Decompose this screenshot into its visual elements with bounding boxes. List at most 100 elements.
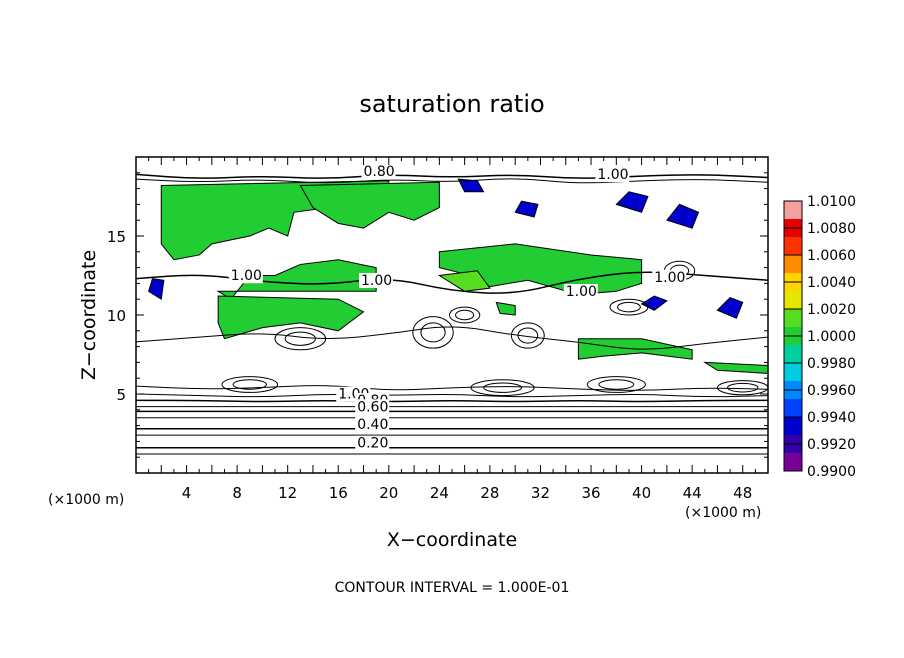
contour-loop: [412, 316, 454, 349]
contour-loop: [455, 309, 475, 321]
contour-label-bg: [361, 163, 396, 179]
saturation-region: [457, 178, 485, 193]
y-tick-label: 5: [116, 386, 126, 404]
colorbar-swatch: [784, 291, 802, 310]
contour-loop: [727, 382, 759, 393]
colorbar-label: 0.9960: [807, 383, 856, 399]
contour-loop: [617, 301, 641, 313]
x-tick-label: 48: [733, 484, 752, 502]
contour-line: [136, 178, 768, 184]
colorbar-swatch: [784, 255, 802, 274]
contour-loop: [420, 322, 446, 343]
saturation-region: [716, 297, 744, 319]
colorbar-swatch: [784, 237, 802, 256]
colorbar-label: 1.0080: [807, 221, 856, 237]
colorbar-swatch: [784, 201, 802, 220]
y-tick-label: 10: [107, 307, 126, 325]
saturation-region: [148, 278, 165, 301]
contour-loop: [609, 298, 649, 316]
x-axis: 4 8 12 16 20 24 28 32 36 40 44 48: [148, 157, 756, 502]
chart-title: saturation ratio: [359, 90, 544, 118]
colorbar: 1.0100 1.0080 1.0060 1.0040 1.0020 1.0000 0.99…: [783, 194, 856, 480]
x-tick-label: 28: [480, 484, 499, 502]
contour-loop: [284, 331, 316, 346]
contour-loop: [483, 382, 523, 393]
contour-label-bg: [355, 416, 390, 432]
x-tick-label: 8: [232, 484, 242, 502]
x-tick-label: 12: [278, 484, 297, 502]
x-tick-label: 20: [379, 484, 398, 502]
x-axis-label: X−coordinate: [387, 529, 517, 551]
contour-label-bg: [228, 268, 263, 284]
colorbar-swatch: [784, 309, 802, 328]
contour-loop: [716, 380, 768, 396]
saturation-region: [299, 181, 440, 229]
contour-label: 1.00: [361, 273, 392, 289]
x-tick-label: 36: [581, 484, 600, 502]
colorbar-label: 0.9900: [807, 464, 856, 480]
contour-loop: [598, 379, 635, 390]
colorbar-label: 1.0040: [807, 275, 856, 291]
colorbar-label: 0.9980: [807, 356, 856, 372]
saturation-region: [666, 203, 700, 229]
y-tick-label: 15: [107, 228, 126, 246]
contour-line: [136, 271, 768, 294]
plot-area: [136, 173, 768, 455]
contour-label-bg: [595, 167, 630, 183]
contour-line: [136, 326, 768, 350]
contour-line: [136, 399, 768, 403]
contour-line: [136, 393, 768, 398]
y-axis: 5 10 15: [107, 172, 768, 458]
contour-label-bg: [563, 284, 598, 300]
contour-loop: [448, 306, 481, 324]
contour-line: [136, 385, 768, 391]
contour-loop: [221, 376, 279, 393]
contour-label-bg: [355, 435, 390, 451]
colorbar-label: 1.0000: [807, 329, 856, 345]
contour-label-bg: [355, 399, 390, 415]
contour-label: 1.00: [231, 268, 262, 284]
contour-label: 0.20: [357, 436, 388, 452]
y-axis-unit: (×1000 m): [48, 492, 124, 508]
contour-loop: [586, 376, 646, 393]
colorbar-swatch: [784, 453, 802, 472]
contour-loop: [274, 327, 327, 351]
saturation-region: [217, 295, 365, 340]
colorbar-label: 1.0060: [807, 248, 856, 264]
x-tick-label: 40: [632, 484, 651, 502]
colorbar-swatch: [784, 363, 802, 382]
x-tick-label: 4: [182, 484, 192, 502]
contour-label: 1.00: [654, 270, 685, 286]
contour-label: 1.00: [566, 284, 597, 300]
saturation-region: [514, 200, 539, 218]
colorbar-swatch: [784, 417, 802, 436]
contour-label-bg: [652, 269, 687, 285]
contour-loop: [470, 379, 535, 397]
saturation-region: [702, 361, 768, 374]
x-tick-label: 32: [531, 484, 550, 502]
colorbar-label: 0.9920: [807, 437, 856, 453]
saturation-region: [495, 301, 516, 316]
contour-loop: [517, 327, 539, 344]
colorbar-label: 0.9940: [807, 410, 856, 426]
contour-line: [136, 173, 768, 179]
contour-label: 0.40: [357, 417, 388, 433]
contour-loop: [510, 322, 545, 349]
contour-label: 1.00: [597, 167, 628, 183]
y-axis-label: Z−coordinate: [78, 250, 100, 380]
contour-interval-note: CONTOUR INTERVAL = 1.000E-01: [335, 580, 570, 596]
x-tick-label: 16: [329, 484, 348, 502]
contour-label-bg: [358, 272, 393, 288]
contour-label: 0.80: [364, 164, 395, 180]
saturation-region: [437, 270, 491, 292]
colorbar-label: 1.0100: [807, 194, 856, 210]
colorbar-swatch: [784, 345, 802, 364]
x-axis-unit: (×1000 m): [685, 505, 761, 521]
x-tick-label: 24: [430, 484, 449, 502]
colorbar-label: 1.0020: [807, 302, 856, 318]
contour-labels: 0.801.001.001.001.001.001.000.800.600.40…: [228, 163, 687, 452]
colorbar-swatch: [784, 399, 802, 418]
contour-label: 0.60: [357, 399, 388, 415]
contour-loop: [232, 379, 267, 390]
